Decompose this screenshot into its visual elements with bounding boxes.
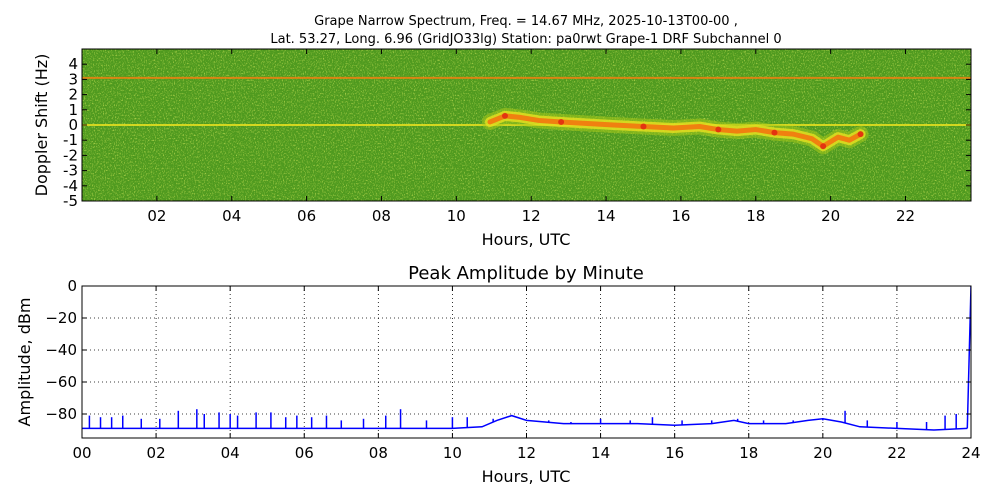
amplitude-x-tick-label: 12 — [517, 444, 536, 462]
spectrum-x-tick-label: 12 — [522, 207, 541, 225]
spectrum-y-tick-label: 3 — [68, 70, 78, 88]
amplitude-y-tick-label: −80 — [45, 405, 77, 423]
spectrum-x-tick-label: 02 — [147, 207, 166, 225]
spectrum-title-line2: Lat. 53.27, Long. 6.96 (GridJO33lg) Stat… — [270, 32, 781, 47]
spectrum-x-tick-label: 10 — [447, 207, 466, 225]
doppler-trace-point — [820, 143, 827, 150]
amplitude-x-tick-label: 06 — [295, 444, 314, 462]
amplitude-y-tick-label: −60 — [45, 373, 77, 391]
spectrum-x-axis-title: Hours, UTC — [482, 230, 571, 249]
spectrum-y-tick-label: 2 — [68, 86, 78, 104]
amplitude-title: Peak Amplitude by Minute — [408, 263, 644, 284]
spectrum-x-tick-label: 20 — [821, 207, 840, 225]
amplitude-x-tick-label: 22 — [887, 444, 906, 462]
spectrum-panel: Grape Narrow Spectrum, Freq. = 14.67 MHz… — [32, 14, 972, 249]
amplitude-x-tick-label: 24 — [961, 444, 980, 462]
amplitude-x-tick-label: 04 — [221, 444, 240, 462]
amplitude-x-tick-label: 20 — [813, 444, 832, 462]
spectrum-y-tick-label: 0 — [68, 116, 78, 134]
amplitude-y-tick-label: −40 — [45, 341, 77, 359]
spectrum-x-tick-label: 06 — [297, 207, 316, 225]
amplitude-y-axis-title: Amplitude, dBm — [15, 298, 34, 427]
amplitude-panel: Peak Amplitude by Minute 00 02 04 06 08 10 12 1… — [15, 263, 981, 486]
spectrum-y-tick-label: 4 — [68, 55, 78, 73]
spectrum-y-tick-label: -1 — [63, 131, 78, 149]
spectrum-x-tick-label: 04 — [222, 207, 241, 225]
spectrum-y-tick-label: -4 — [63, 177, 78, 195]
amplitude-x-tick-label: 00 — [72, 444, 91, 462]
amplitude-x-tick-label: 02 — [147, 444, 166, 462]
doppler-trace-point — [771, 129, 778, 136]
amplitude-x-tick-label: 16 — [665, 444, 684, 462]
spectrum-y-axis-title: Doppler Shift (Hz) — [32, 54, 51, 197]
amplitude-y-tick-label: 0 — [67, 277, 77, 295]
spectrum-y-tick-label: -3 — [63, 162, 78, 180]
spectrum-x-tick-label: 14 — [596, 207, 615, 225]
spectrum-x-tick-label: 08 — [372, 207, 391, 225]
amplitude-x-tick-label: 18 — [739, 444, 758, 462]
amplitude-line — [82, 414, 968, 431]
spectrum-title-line1: Grape Narrow Spectrum, Freq. = 14.67 MHz… — [314, 14, 738, 29]
amplitude-x-axis-title: Hours, UTC — [482, 467, 571, 486]
doppler-trace-point — [640, 123, 647, 130]
amplitude-end-jump — [966, 286, 971, 429]
amplitude-x-tick-label: 10 — [443, 444, 462, 462]
spectrum-y-tick-label: -2 — [63, 146, 78, 164]
doppler-trace-point — [715, 126, 722, 133]
amplitude-y-tick-label: −20 — [45, 309, 77, 327]
spectrum-x-tick-label: 22 — [896, 207, 915, 225]
amplitude-x-tick-label: 08 — [369, 444, 388, 462]
spectrum-y-tick-label: -5 — [63, 192, 78, 210]
doppler-trace-point — [558, 118, 565, 125]
doppler-trace-point — [501, 112, 508, 119]
spectrum-y-tick-label: 1 — [68, 101, 78, 119]
spectrum-x-tick-label: 18 — [746, 207, 765, 225]
spectrum-x-tick-label: 16 — [671, 207, 690, 225]
amplitude-x-tick-label: 14 — [591, 444, 610, 462]
doppler-trace-point — [857, 131, 864, 138]
